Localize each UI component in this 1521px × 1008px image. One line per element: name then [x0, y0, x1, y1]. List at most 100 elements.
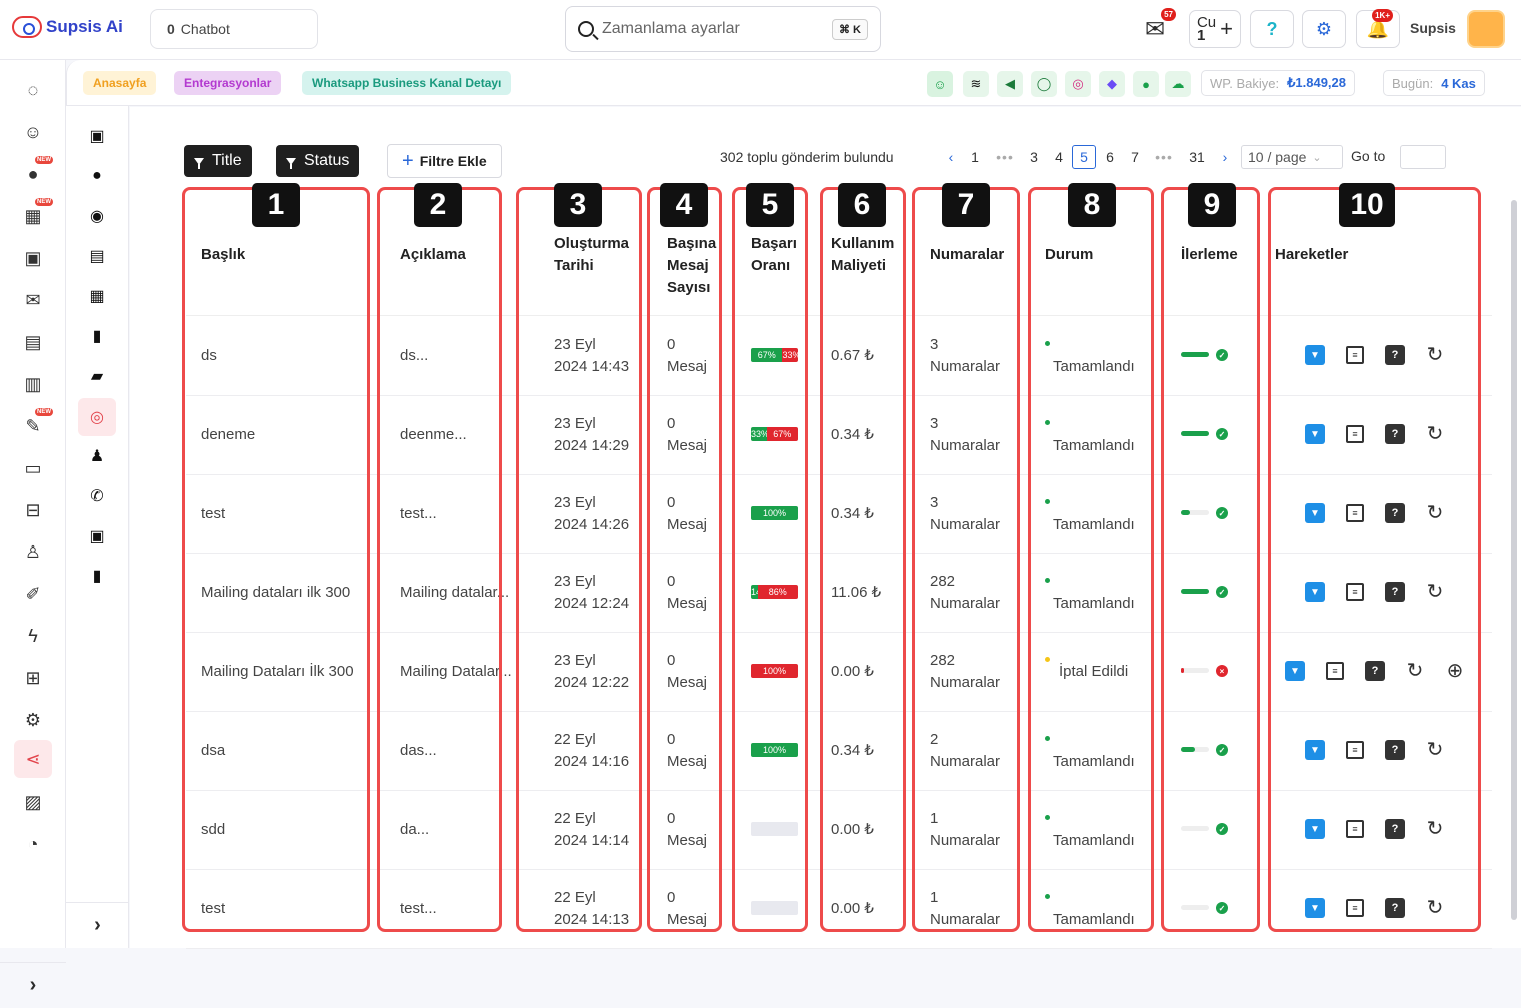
help-icon[interactable]: ? — [1385, 424, 1405, 444]
wallet-icon[interactable]: ▨ — [24, 791, 42, 812]
help-icon[interactable]: ? — [1385, 819, 1405, 839]
avatar[interactable] — [1467, 10, 1505, 48]
users-icon[interactable]: ♙ — [24, 541, 42, 562]
breadcrumb-home[interactable]: Anasayfa — [83, 71, 157, 95]
document-icon[interactable]: ▥ — [24, 373, 42, 394]
col-header-cost[interactable]: Kullanım Maliyeti — [831, 235, 895, 274]
col-header-progress[interactable]: İlerleme — [1181, 246, 1238, 263]
archive-icon[interactable]: ▼ — [1305, 819, 1325, 839]
goto-page-input[interactable] — [1400, 145, 1446, 169]
form-icon[interactable]: ✎ NEW — [25, 408, 53, 436]
eye-icon[interactable]: ◉ — [90, 208, 104, 225]
help-icon[interactable]: ? — [1385, 345, 1405, 365]
next-page-icon[interactable]: › — [1222, 149, 1228, 165]
mail-icon[interactable]: ✉ — [25, 289, 41, 310]
cu-button[interactable]: Cu 1 + — [1189, 10, 1241, 48]
contact-card-icon[interactable]: ▣ — [24, 247, 42, 268]
user-name[interactable]: Supsis — [1410, 20, 1456, 36]
help-icon[interactable]: ? — [1385, 582, 1405, 602]
refresh-icon[interactable]: ↻ — [1426, 896, 1444, 919]
help-icon[interactable]: ? — [1385, 740, 1405, 760]
scan-icon[interactable]: ≡ — [1346, 899, 1364, 917]
chat-icon[interactable]: ◌ — [27, 79, 39, 100]
archive-icon[interactable]: ▼ — [1305, 898, 1325, 918]
col-header-actions[interactable]: Hareketler — [1275, 246, 1349, 263]
share-icon[interactable]: ⋖ — [14, 740, 52, 778]
row-title[interactable]: dsa — [201, 742, 226, 759]
apps-grid-icon[interactable]: ⊞ — [25, 667, 41, 688]
search-input[interactable]: Zamanlama ayarlar ⌘ K — [565, 6, 881, 52]
col-header-success-rate[interactable]: Başarı Oranı — [751, 235, 797, 274]
info-icon[interactable]: ● — [92, 167, 102, 184]
telegram-icon[interactable]: ◀ — [997, 71, 1023, 97]
help-icon[interactable]: ? — [1385, 898, 1405, 918]
chatbot-selector[interactable]: 0 Chatbot — [150, 9, 318, 49]
prev-page-icon[interactable]: ‹ — [948, 149, 954, 165]
robot-icon[interactable]: ☺ — [23, 121, 43, 142]
scan-icon[interactable]: ≡ — [1346, 820, 1364, 838]
scan-icon[interactable]: ≡ — [1326, 662, 1344, 680]
lightning-icon[interactable]: ϟ — [28, 625, 38, 646]
chat-check-icon[interactable]: ▰ — [90, 368, 104, 385]
wifi-icon[interactable]: ≋ — [963, 71, 989, 97]
app-logo[interactable]: Supsis Ai — [12, 16, 123, 38]
add-filter-button[interactable]: + Filtre Ekle — [387, 144, 502, 178]
col-header-status[interactable]: Durum — [1045, 246, 1094, 263]
refresh-icon[interactable]: ↻ — [1426, 422, 1444, 445]
table-icon[interactable]: ▦ NEW — [24, 198, 53, 226]
secondary-sidebar-expand-button[interactable]: › — [66, 902, 129, 948]
refresh-icon[interactable]: ↻ — [1426, 343, 1444, 366]
whatsapp-icon[interactable]: ◯ — [1031, 71, 1057, 97]
refresh-icon[interactable]: ↻ — [1406, 659, 1424, 682]
page-link[interactable]: 6 — [1106, 149, 1114, 165]
col-header-msg-count[interactable]: Başına Mesaj Sayısı — [667, 235, 717, 296]
page-ellipsis[interactable]: ••• — [996, 149, 1014, 165]
robot-icon[interactable]: ☺ — [927, 71, 953, 97]
scan-icon[interactable]: ≡ — [1346, 583, 1364, 601]
help-icon[interactable]: ? — [1365, 661, 1385, 681]
page-size-select[interactable]: 10 / page ⌄ — [1241, 145, 1343, 169]
instagram-icon[interactable]: ◎ — [1065, 71, 1091, 97]
scrollbar[interactable] — [1511, 200, 1517, 920]
page-ellipsis[interactable]: ••• — [1155, 149, 1173, 165]
scan-icon[interactable]: ≡ — [1346, 741, 1364, 759]
discord-icon[interactable]: ● NEW — [27, 156, 53, 184]
wallet-icon[interactable]: ▤ — [89, 248, 105, 265]
report-icon[interactable]: ▮ — [92, 568, 102, 585]
page-link[interactable]: 4 — [1055, 149, 1063, 165]
page-link[interactable]: 1 — [971, 149, 979, 165]
pen-icon[interactable]: ✐ — [25, 583, 41, 604]
help-icon[interactable]: ? — [1385, 503, 1405, 523]
col-header-created[interactable]: Oluşturma Tarihi — [554, 235, 630, 274]
row-title[interactable]: test — [201, 505, 226, 522]
calendar-icon[interactable]: ▤ — [24, 331, 42, 352]
robot-add-icon[interactable]: ▣ — [89, 128, 105, 145]
archive-icon[interactable]: ▼ — [1305, 424, 1325, 444]
page-link[interactable]: 3 — [1030, 149, 1038, 165]
help-button[interactable]: ? — [1250, 10, 1294, 48]
scan-icon[interactable]: ≡ — [1346, 346, 1364, 364]
contacts-icon[interactable]: ▣ — [89, 528, 105, 545]
row-title[interactable]: ds — [201, 347, 217, 364]
archive-icon[interactable]: ▼ — [1305, 582, 1325, 602]
refresh-icon[interactable]: ↻ — [1426, 738, 1444, 761]
refresh-icon[interactable]: ↻ — [1426, 501, 1444, 524]
scan-icon[interactable]: ≡ — [1346, 504, 1364, 522]
chart-pie-icon[interactable]: ◔ — [27, 833, 39, 854]
messenger-icon[interactable]: ◆ — [1099, 71, 1125, 97]
mail-button[interactable]: ✉ 57 — [1138, 8, 1176, 48]
gear-icon[interactable]: ⚙ — [24, 709, 42, 730]
scan-icon[interactable]: ≡ — [1346, 425, 1364, 443]
green-channel-icon[interactable]: ☁ — [1165, 71, 1191, 97]
ticket-icon[interactable]: ▭ — [24, 457, 42, 478]
status-filter-button[interactable]: Status — [276, 145, 360, 177]
row-title[interactable]: deneme — [201, 426, 256, 443]
inbox-icon[interactable]: ⊟ — [25, 499, 41, 520]
col-header-numbers[interactable]: Numaralar — [930, 246, 1005, 263]
archive-icon[interactable]: ▼ — [1305, 503, 1325, 523]
page-link-active[interactable]: 5 — [1072, 145, 1096, 169]
archive-icon[interactable]: ▼ — [1305, 740, 1325, 760]
sms-icon[interactable]: ● — [1133, 71, 1159, 97]
row-title[interactable]: sdd — [201, 821, 226, 838]
col-header-description[interactable]: Açıklama — [400, 246, 466, 263]
